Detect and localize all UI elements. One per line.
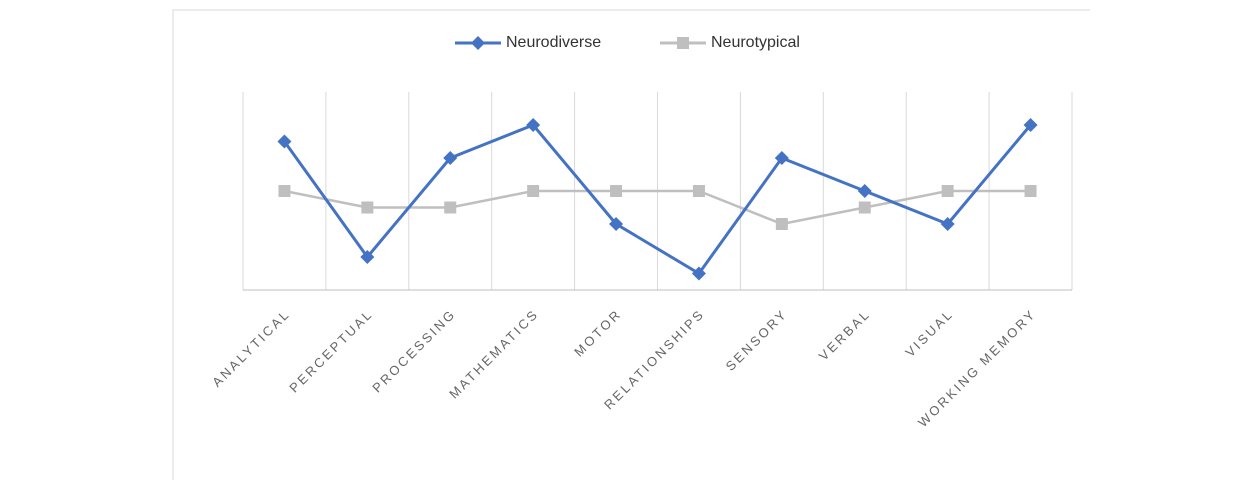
data-point: [1024, 185, 1037, 197]
data-point: [609, 217, 624, 231]
data-point: [527, 185, 540, 197]
data-point: [610, 185, 623, 197]
legend-marker: [677, 37, 689, 49]
data-point: [941, 185, 954, 197]
data-point: [775, 218, 788, 230]
data-point: [278, 185, 291, 197]
data-point: [1023, 118, 1038, 132]
data-point: [774, 151, 789, 165]
chart-frame: [172, 9, 1090, 480]
data-point: [443, 151, 458, 165]
data-point: [940, 217, 955, 231]
data-point: [858, 201, 871, 214]
data-point: [526, 118, 541, 132]
series-line: [283, 123, 1032, 275]
data-point: [857, 184, 872, 198]
data-point: [361, 201, 374, 214]
legend-label: Neurotypical: [711, 34, 800, 51]
data-point: [277, 134, 292, 149]
legend-label: Neurodiverse: [506, 34, 601, 51]
legend-marker: [471, 36, 485, 50]
data-point: [692, 185, 705, 197]
data-point: [691, 266, 706, 281]
data-point: [444, 201, 457, 214]
data-point: [360, 250, 375, 264]
